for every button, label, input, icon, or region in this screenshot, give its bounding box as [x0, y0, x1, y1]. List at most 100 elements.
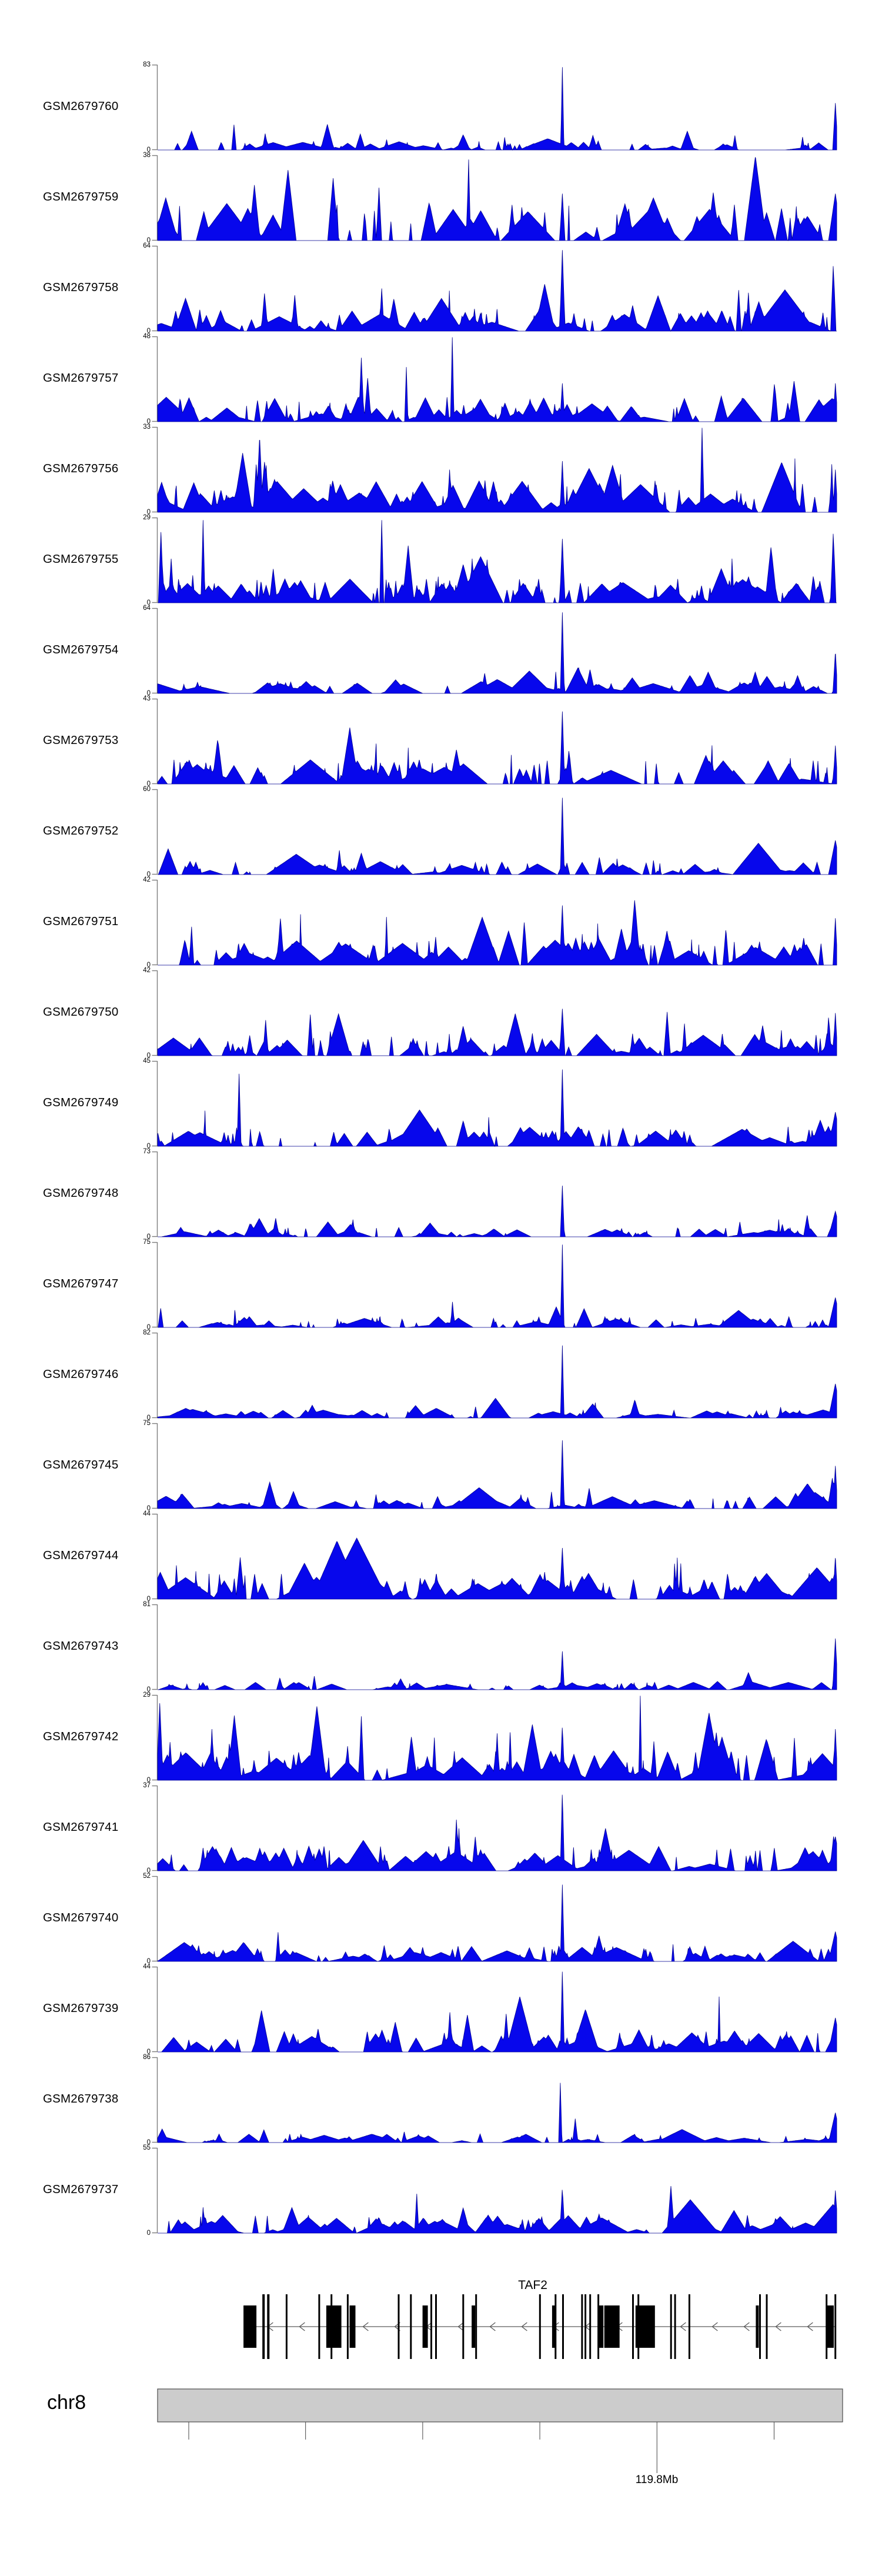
track-label: GSM2679756 [43, 462, 119, 475]
y-axis-zero-label: 0 [146, 1143, 151, 1150]
strand-arrow-left-icon [299, 2322, 305, 2331]
signal-area-GSM2679749 [157, 1069, 837, 1147]
exon [410, 2294, 412, 2359]
track-label: GSM2679746 [43, 1367, 119, 1381]
exon [766, 2294, 768, 2359]
y-axis-zero-label: 0 [146, 780, 151, 788]
signal-area-GSM2679743 [158, 1638, 837, 1690]
signal-area-GSM2679755 [158, 520, 837, 603]
y-axis-zero-label: 0 [146, 1777, 151, 1784]
y-axis-max-label: 55 [143, 2144, 151, 2151]
y-axis-zero-label: 0 [146, 1414, 151, 1422]
signal-area-GSM2679739 [158, 1971, 837, 2053]
y-axis-zero-label: 0 [146, 962, 151, 969]
y-axis-max-label: 38 [143, 152, 151, 159]
exon [756, 2305, 759, 2348]
y-axis-max-label: 86 [143, 2054, 151, 2061]
track-label: GSM2679754 [43, 643, 119, 656]
strand-arrow-left-icon [457, 2322, 464, 2331]
track-label: GSM2679748 [43, 1186, 119, 1200]
y-axis-max-label: 64 [143, 242, 151, 249]
strand-arrow-left-icon [680, 2322, 686, 2331]
exon [759, 2294, 761, 2359]
exon [584, 2294, 587, 2359]
exon [462, 2294, 465, 2359]
exon [472, 2305, 476, 2348]
y-axis-zero-label: 0 [146, 237, 151, 244]
exon [539, 2294, 541, 2359]
signal-area-GSM2679740 [157, 1884, 837, 1962]
signal-area-GSM2679756 [157, 428, 837, 513]
strand-arrow-left-icon [521, 2322, 527, 2331]
exon [834, 2294, 837, 2359]
y-axis-max-label: 75 [143, 1420, 151, 1427]
track-label: GSM2679757 [43, 371, 119, 385]
gene-model-taf2 [243, 2294, 837, 2359]
exon [435, 2294, 437, 2359]
signal-area-GSM2679745 [157, 1440, 837, 1509]
gene-label: TAF2 [518, 2278, 547, 2292]
y-axis-max-label: 60 [143, 786, 151, 793]
coordinate-label: 119.8Mb [635, 2474, 679, 2486]
signal-area-GSM2679742 [157, 1696, 837, 1781]
y-axis-max-label: 83 [143, 61, 151, 68]
track-label: GSM2679751 [43, 915, 119, 928]
exon [688, 2294, 690, 2359]
y-axis-max-label: 44 [143, 1510, 151, 1517]
y-axis-zero-label: 0 [146, 690, 151, 697]
y-axis-zero-label: 0 [146, 418, 151, 425]
signal-area-GSM2679748 [158, 1185, 837, 1237]
signal-area-GSM2679752 [158, 798, 837, 875]
signal-area-GSM2679750 [157, 1009, 837, 1056]
track-label: GSM2679745 [43, 1458, 119, 1471]
exon [285, 2294, 288, 2359]
exon [826, 2305, 834, 2348]
signal-area-GSM2679747 [158, 1244, 837, 1329]
y-axis-zero-label: 0 [146, 1505, 151, 1512]
y-axis-zero-label: 0 [146, 1233, 151, 1240]
y-axis-max-label: 82 [143, 1329, 151, 1336]
signal-area-GSM2679744 [157, 1537, 837, 1600]
signal-area-GSM2679758 [157, 250, 837, 332]
y-axis-zero-label: 0 [146, 1867, 151, 1874]
chromosome-bar [157, 2388, 843, 2422]
track-label: GSM2679755 [43, 552, 119, 566]
exon [430, 2294, 432, 2359]
exon [329, 2305, 342, 2348]
y-axis-zero-label: 0 [146, 2230, 151, 2237]
track-label: GSM2679760 [43, 99, 119, 113]
track-label: GSM2679749 [43, 1096, 119, 1109]
y-axis-max-label: 42 [143, 876, 151, 883]
strand-arrow-left-icon [807, 2322, 813, 2331]
y-axis-zero-label: 0 [146, 328, 151, 335]
y-axis-max-label: 64 [143, 605, 151, 612]
track-label: GSM2679738 [43, 2092, 119, 2105]
signal-area-GSM2679753 [157, 711, 837, 785]
signal-area-GSM2679746 [157, 1345, 837, 1419]
track-label: GSM2679747 [43, 1277, 119, 1290]
exon [397, 2294, 400, 2359]
y-axis-max-label: 29 [143, 1691, 151, 1699]
track-label: GSM2679743 [43, 1639, 119, 1653]
strand-arrow-left-icon [711, 2322, 718, 2331]
signal-area-GSM2679759 [157, 156, 837, 241]
exon [562, 2294, 564, 2359]
strand-arrow-left-icon [362, 2322, 369, 2331]
exon [349, 2305, 356, 2348]
track-label: GSM2679740 [43, 1911, 119, 1924]
y-axis-zero-label: 0 [146, 2048, 151, 2056]
signal-area-GSM2679741 [157, 1794, 837, 1871]
strand-arrow-left-icon [775, 2322, 781, 2331]
y-axis-max-label: 45 [143, 1057, 151, 1065]
track-label: GSM2679737 [43, 2183, 119, 2196]
y-axis-zero-label: 0 [146, 1596, 151, 1603]
exon [422, 2305, 428, 2348]
exon [674, 2294, 676, 2359]
track-label: GSM2679753 [43, 733, 119, 747]
y-axis-max-label: 33 [143, 423, 151, 431]
signal-area-GSM2679738 [157, 2083, 837, 2143]
exon [326, 2305, 330, 2348]
y-axis-max-label: 52 [143, 1873, 151, 1880]
y-axis-max-label: 37 [143, 1782, 151, 1789]
